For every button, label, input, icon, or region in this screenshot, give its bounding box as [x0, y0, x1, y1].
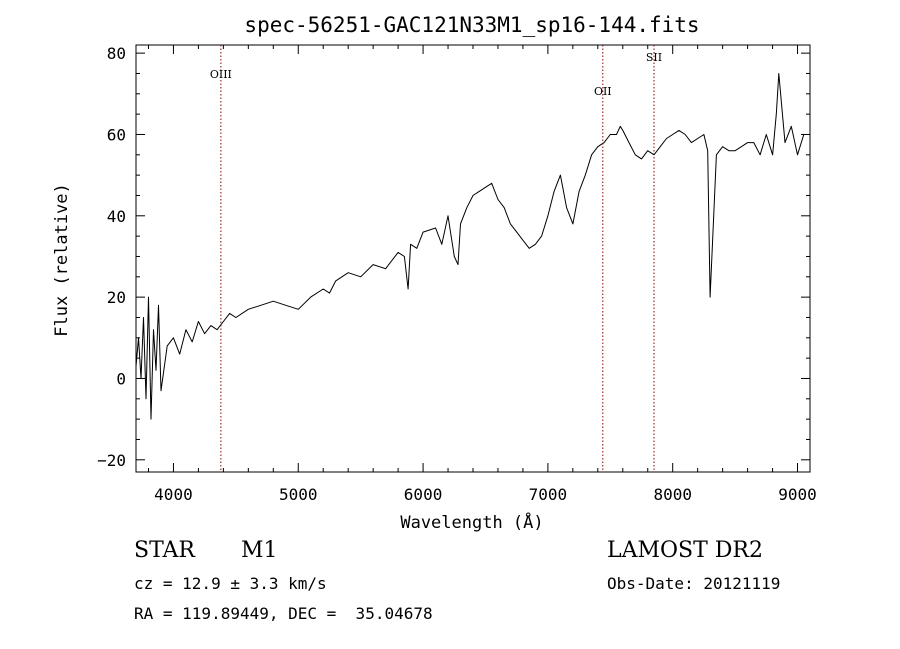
y-axis-label: Flux (relative) [52, 183, 72, 337]
marker-label-oii: OII [594, 85, 612, 98]
y-tick-label: 0 [116, 369, 126, 388]
marker-label-sii: SII [646, 51, 662, 64]
obs-date: Obs-Date: 20121119 [607, 574, 781, 593]
x-axis-label: Wavelength (Å) [400, 511, 543, 533]
redshift-text: cz = 12.9 ± 3.3 km/s [134, 574, 327, 593]
x-axis: 4000 5000 6000 7000 8000 9000 [147, 45, 817, 504]
y-tick-label: 40 [107, 207, 126, 226]
object-subclass: M1 [241, 538, 278, 563]
x-tick-label: 5000 [279, 485, 318, 504]
y-axis: −20 0 20 40 60 80 [97, 44, 810, 470]
chart-title: spec-56251-GAC121N33M1_sp16-144.fits [244, 13, 699, 37]
y-tick-label: 80 [107, 44, 126, 63]
x-tick-label: 7000 [529, 485, 568, 504]
marker-label-oiii: OIII [210, 68, 232, 81]
plot-frame [135, 44, 811, 473]
x-tick-label: 8000 [653, 485, 692, 504]
x-tick-label: 4000 [154, 485, 193, 504]
line-markers: OIII OII SII [210, 45, 662, 472]
x-tick-label: 6000 [404, 485, 443, 504]
y-tick-label: 20 [107, 288, 126, 307]
y-tick-label: −20 [97, 451, 126, 470]
object-type: STAR [134, 538, 195, 563]
coordinates: RA = 119.89449, DEC = 35.04678 [134, 604, 433, 623]
x-tick-label: 9000 [778, 485, 817, 504]
plot-border [135, 44, 811, 473]
y-tick-label: 60 [107, 125, 126, 144]
series-group [135, 73, 805, 420]
spectrum-line-0 [135, 73, 805, 420]
survey-name: LAMOST DR2 [607, 538, 763, 563]
